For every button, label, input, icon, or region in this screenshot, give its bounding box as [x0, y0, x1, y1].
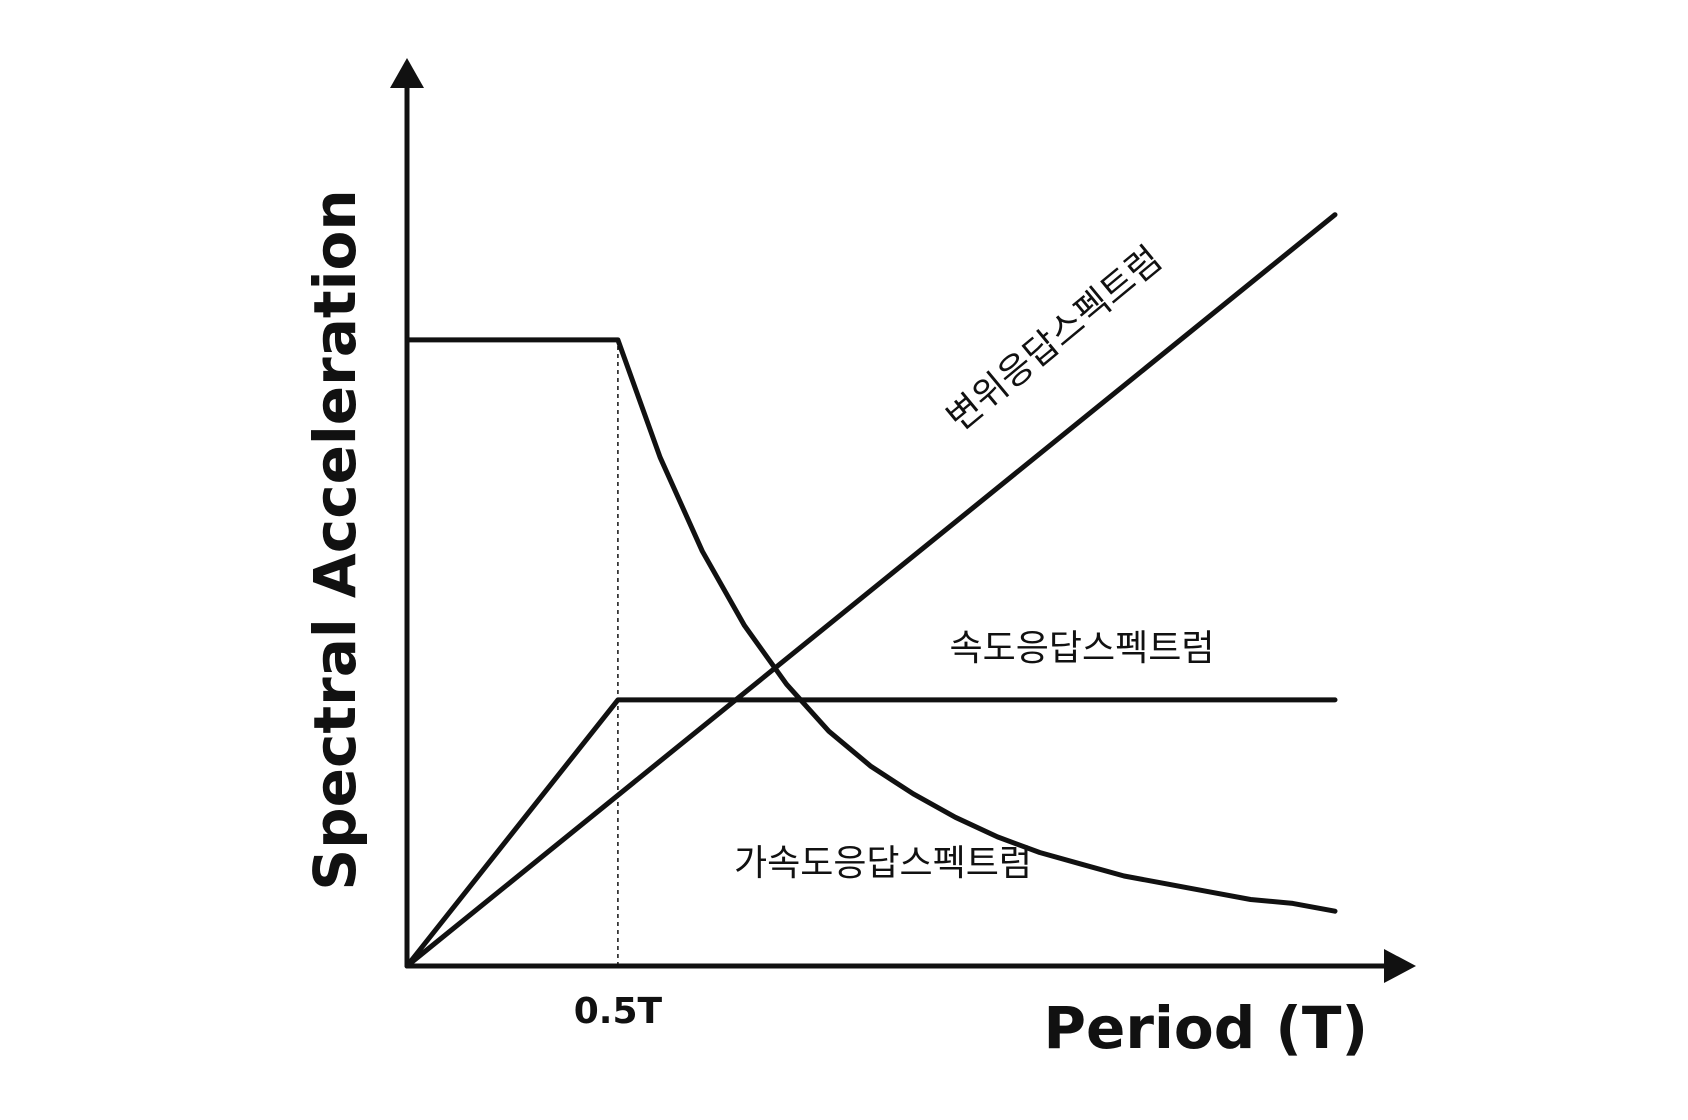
x-axis-title: Period (T)	[1044, 994, 1368, 1062]
axes-layer	[390, 58, 1416, 983]
displacement-spectrum-label: 변위응답스펙트럼	[940, 239, 1170, 439]
x-tick-label-0: 0.5T	[574, 991, 663, 1032]
velocity-spectrum-line	[404, 697, 1338, 969]
x-axis-arrow-icon	[1384, 949, 1416, 983]
series-layer	[404, 212, 1338, 969]
velocity-spectrum-label: 속도응답스펙트럼	[950, 628, 1215, 669]
acceleration-spectrum-line	[404, 337, 1338, 914]
y-axis-arrow-icon	[390, 58, 424, 88]
displacement-spectrum-line	[404, 212, 1338, 969]
acceleration-spectrum-label: 가속도응답스펙트럼	[734, 843, 1032, 884]
y-axis-title: Spectral Acceleration	[301, 189, 369, 890]
